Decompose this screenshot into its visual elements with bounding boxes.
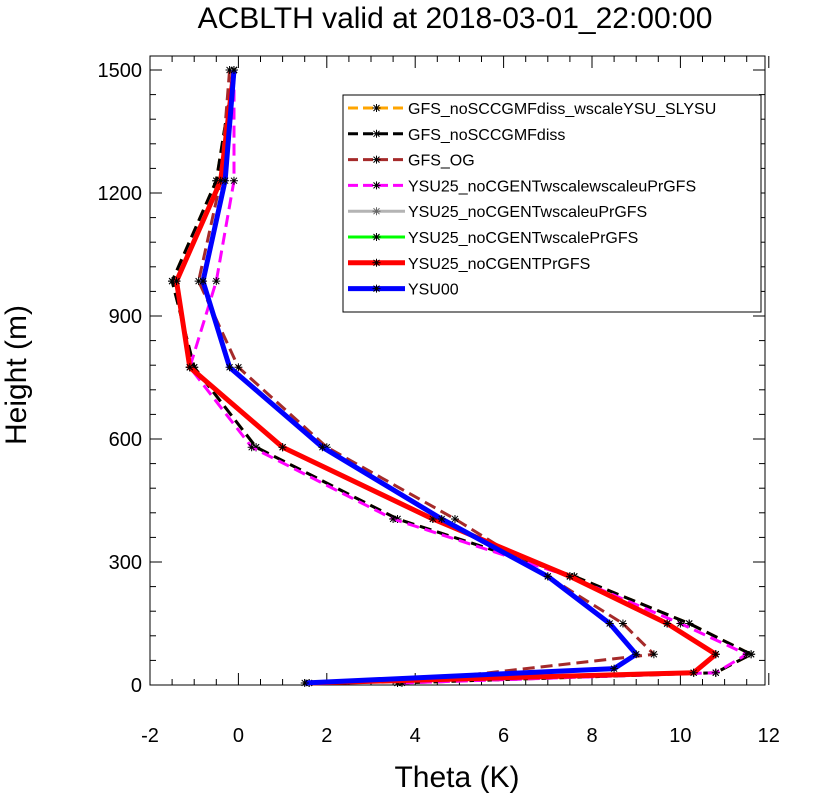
series-point [543, 572, 552, 581]
legend-marker [372, 258, 381, 267]
series-point [428, 514, 437, 523]
series-point [212, 277, 221, 286]
series-point [689, 668, 698, 677]
series-point [234, 363, 243, 372]
legend-label: YSU25_noCGENTwscalewscaleuPrGFS [408, 178, 696, 195]
x-tick-label: 8 [586, 725, 597, 747]
y-tick-label: 1200 [98, 183, 143, 205]
series-point [216, 176, 225, 185]
series-point [610, 664, 619, 673]
series-line [197, 69, 656, 685]
series-point [229, 176, 238, 185]
x-axis-ticks: -2 0 2 4 6 8 10 12 [141, 56, 780, 747]
legend-label: YSU25_noCGENTwscalePrGFS [408, 230, 638, 247]
series-line [170, 69, 753, 685]
y-axis-label: Height (m) [0, 305, 33, 445]
x-tick-label: -2 [141, 725, 159, 747]
legend-marker [372, 284, 381, 293]
legend-marker [372, 155, 381, 164]
series-point [252, 443, 261, 452]
legend-label: GFS_noSCCGMFdiss [408, 127, 565, 144]
series-point [185, 363, 194, 372]
legend-marker [372, 233, 381, 241]
legend-marker [372, 104, 381, 112]
series-point [742, 650, 751, 659]
series-point [711, 650, 720, 659]
series-point [389, 514, 398, 523]
plot-frame [149, 55, 766, 686]
series-point [649, 650, 658, 659]
y-tick-label: 0 [131, 675, 142, 697]
series-point [318, 443, 327, 452]
series-point [212, 176, 221, 185]
series-point [747, 650, 756, 659]
series-point [605, 619, 614, 628]
series-point [278, 443, 287, 452]
series-8 [199, 66, 641, 687]
series-point [225, 363, 234, 372]
series-point [229, 66, 238, 74]
series-point [168, 277, 177, 286]
legend-label: GFS_OG [408, 153, 475, 170]
series-point [450, 514, 459, 523]
series-point [190, 363, 199, 372]
y-axis-ticks: 0 300 600 900 1200 1500 [98, 60, 765, 697]
series-point [565, 572, 574, 581]
x-tick-label: 4 [410, 725, 421, 747]
x-tick-label: 0 [233, 725, 244, 747]
y-tick-label: 300 [109, 552, 142, 574]
x-tick-label: 12 [758, 725, 780, 747]
chart-title: ACBLTH valid at 2018-03-01_22:00:00 [198, 2, 713, 35]
series-point [225, 66, 234, 74]
legend-label: YSU25_noCGENTPrGFS [408, 256, 590, 273]
series-point [194, 277, 203, 286]
x-tick-label: 10 [669, 725, 691, 747]
series-lines [168, 66, 756, 687]
series-point [437, 514, 446, 523]
legend-marker [372, 207, 381, 216]
series-point [300, 678, 309, 687]
series-point [172, 277, 181, 286]
series-point [676, 619, 685, 628]
series-point [221, 176, 230, 185]
legend-label: GFS_noSCCGMFdiss_wscaleYSU_SLYSU [408, 101, 716, 118]
series-point [199, 277, 208, 286]
series-point [618, 619, 627, 628]
legend: GFS_noSCCGMFdiss_wscaleYSU_SLYSU GFS_noSC… [342, 94, 762, 313]
series-point [632, 650, 641, 659]
y-tick-label: 1500 [98, 60, 143, 82]
series-point [711, 668, 720, 677]
y-tick-label: 900 [109, 306, 142, 328]
legend-box [342, 94, 762, 313]
series-point [663, 619, 672, 628]
legend-label: YSU25_noCGENTwscaleuPrGFS [408, 204, 647, 221]
series-point [685, 619, 694, 628]
legend-marker [372, 129, 381, 138]
y-tick-label: 600 [109, 429, 142, 451]
x-tick-label: 6 [498, 725, 509, 747]
legend-label: YSU00 [408, 282, 459, 299]
legend-marker [372, 181, 381, 190]
series-point [247, 443, 256, 452]
x-axis-label: Theta (K) [394, 761, 519, 794]
x-tick-label: 2 [321, 725, 332, 747]
